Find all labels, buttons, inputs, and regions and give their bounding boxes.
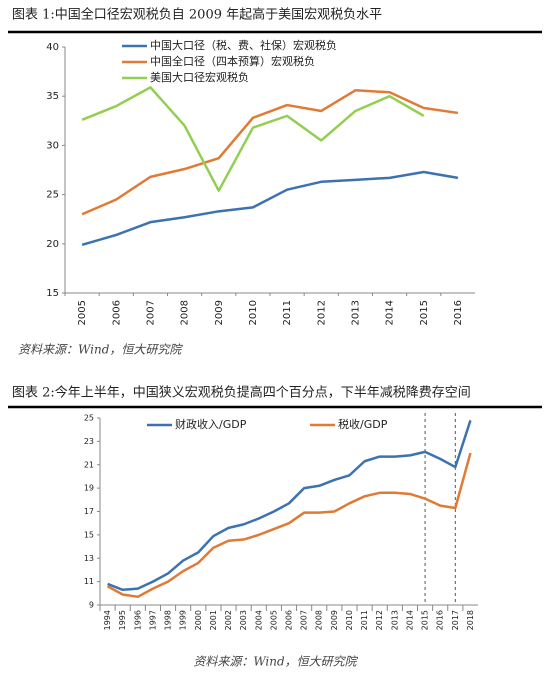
x-tick-label: 1998	[164, 610, 173, 630]
x-tick-label: 2010	[345, 610, 354, 630]
x-tick-label: 2007	[300, 610, 309, 630]
x-tick-label: 2009	[330, 610, 339, 630]
y-tick-label: 20	[46, 239, 59, 250]
x-tick-label: 2018	[466, 610, 475, 630]
legend-label: 税收/GDP	[338, 417, 388, 431]
y-tick-label: 21	[84, 460, 94, 469]
series-line	[81, 170, 459, 246]
x-tick-label: 1994	[103, 610, 112, 630]
x-tick-label: 2011	[360, 610, 369, 630]
y-tick-label: 40	[46, 42, 59, 53]
x-tick-label: 2015	[419, 300, 430, 325]
legend-label: 财政收入/GDP	[175, 417, 247, 431]
x-tick-label: 2004	[254, 610, 263, 630]
chart-title: 图表 1:中国全口径宏观税负自 2009 年起高于美国宏观税负水平	[12, 7, 382, 23]
x-tick-label: 2013	[350, 300, 361, 325]
x-tick-label: 2007	[145, 300, 156, 325]
y-tick-label: 15	[46, 288, 59, 299]
x-tick-label: 1999	[179, 610, 188, 630]
y-tick-label: 35	[46, 91, 59, 102]
x-tick-label: 2016	[436, 610, 445, 630]
x-tick-label: 2005	[77, 300, 88, 325]
x-tick-label: 2008	[315, 610, 324, 630]
y-tick-label: 17	[84, 507, 94, 516]
x-tick-label: 2014	[405, 610, 414, 630]
legend-label: 中国大口径（税、费、社保）宏观税负	[150, 38, 337, 52]
source-note: 资料来源：Wind，恒大研究院	[193, 655, 358, 669]
x-tick-label: 1995	[118, 610, 127, 630]
x-tick-label: 2013	[390, 610, 399, 630]
x-tick-label: 2015	[421, 610, 430, 630]
y-tick-label: 15	[84, 530, 94, 539]
y-tick-label: 19	[84, 484, 94, 493]
x-tick-label: 2010	[248, 300, 259, 325]
y-tick-label: 13	[84, 554, 94, 563]
series-line	[107, 419, 472, 592]
x-tick-label: 2006	[285, 610, 294, 630]
x-tick-label: 2001	[209, 610, 218, 630]
chart-title: 图表 2:今年上半年，中国狭义宏观税负提高四个百分点，下半年减税降费存空间	[12, 385, 471, 401]
x-tick-label: 2003	[239, 610, 248, 630]
x-tick-label: 2012	[316, 300, 327, 325]
x-tick-label: 2014	[385, 300, 396, 325]
y-tick-label: 30	[46, 140, 59, 151]
x-tick-label: 2002	[224, 610, 233, 630]
x-tick-label: 2012	[375, 610, 384, 630]
series-line	[81, 86, 425, 192]
x-tick-label: 1997	[148, 610, 157, 630]
legend-label: 美国大口径宏观税负	[150, 70, 249, 84]
x-tick-label: 2017	[451, 610, 460, 630]
x-tick-label: 2009	[214, 300, 225, 325]
x-tick-label: 2000	[194, 610, 203, 630]
y-tick-label: 25	[46, 190, 59, 201]
series-line	[106, 452, 472, 599]
x-tick-label: 2006	[111, 300, 122, 325]
x-tick-label: 2005	[269, 610, 278, 630]
x-tick-label: 2008	[180, 300, 191, 325]
x-tick-label: 1996	[133, 610, 142, 630]
x-tick-label: 2016	[453, 300, 464, 325]
x-tick-label: 2011	[282, 300, 293, 325]
y-tick-label: 9	[89, 601, 94, 610]
legend-label: 中国全口径（四本预算）宏观税负	[150, 54, 315, 68]
y-tick-label: 23	[84, 437, 94, 446]
series-line	[81, 89, 459, 216]
y-tick-label: 11	[84, 577, 94, 586]
source-note: 资料来源：Wind，恒大研究院	[18, 343, 183, 357]
y-tick-label: 25	[84, 414, 94, 423]
